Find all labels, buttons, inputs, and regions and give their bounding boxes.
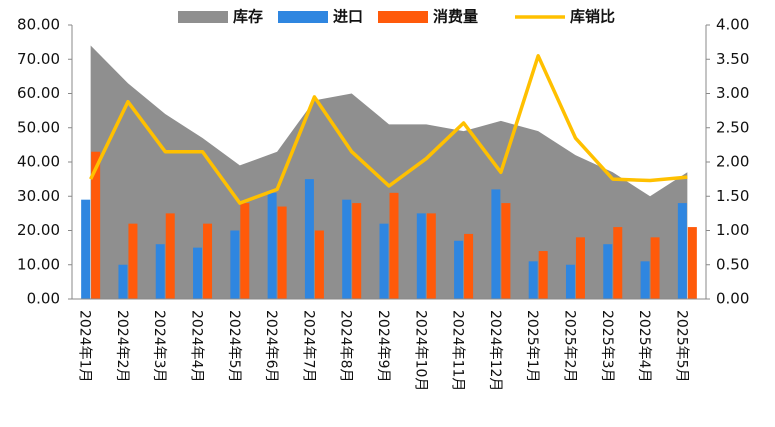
x-tick-label: 2024年6月 xyxy=(263,310,279,383)
bar xyxy=(91,151,101,299)
bar xyxy=(81,199,91,299)
bar xyxy=(193,247,203,299)
legend-swatch xyxy=(378,11,428,23)
x-tick-label: 2024年5月 xyxy=(226,310,242,383)
bar xyxy=(165,213,175,299)
bar xyxy=(389,192,399,299)
bar xyxy=(454,240,464,299)
area xyxy=(90,45,688,299)
bar xyxy=(379,223,389,299)
bar xyxy=(501,203,511,299)
y2-tick-label: 3.50 xyxy=(716,50,749,68)
bar xyxy=(118,264,128,299)
bar xyxy=(240,203,250,299)
bar xyxy=(603,244,613,299)
legend-label: 库存 xyxy=(233,8,263,26)
bar xyxy=(352,203,362,299)
legend-label: 库销比 xyxy=(570,8,615,26)
y2-tick-label: 0.00 xyxy=(716,290,749,308)
x-tick-label: 2025年5月 xyxy=(673,310,689,383)
bar xyxy=(426,213,436,299)
y-tick-label: 50.00 xyxy=(17,118,60,136)
y-tick-label: 0.00 xyxy=(27,290,60,308)
legend-label: 消费量 xyxy=(433,8,478,26)
x-tick-label: 2025年3月 xyxy=(599,310,615,383)
bar xyxy=(128,223,138,299)
y-tick-label: 30.00 xyxy=(17,187,60,205)
bar xyxy=(416,213,426,299)
y2-tick-label: 0.50 xyxy=(716,255,749,273)
bar xyxy=(277,206,287,299)
x-tick-label: 2024年11月 xyxy=(450,310,466,391)
x-tick-label: 2024年8月 xyxy=(338,310,354,383)
bar xyxy=(640,261,650,299)
bar xyxy=(538,251,548,299)
bar xyxy=(155,244,165,299)
y2-tick-label: 1.50 xyxy=(716,187,749,205)
y-tick-label: 10.00 xyxy=(17,255,60,273)
x-tick-label: 2024年7月 xyxy=(300,310,316,383)
y-tick-label: 20.00 xyxy=(17,221,60,239)
x-tick-label: 2024年10月 xyxy=(412,310,428,391)
x-tick-label: 2024年2月 xyxy=(114,310,130,383)
line xyxy=(89,54,688,205)
y2-tick-label: 1.00 xyxy=(716,221,749,239)
bar xyxy=(650,237,660,299)
bar xyxy=(304,179,314,299)
bar xyxy=(342,199,352,299)
bar xyxy=(613,227,623,299)
y2-tick-label: 2.00 xyxy=(716,153,749,171)
bar xyxy=(528,261,538,299)
bar xyxy=(491,189,501,299)
bar xyxy=(267,192,277,299)
x-tick-label: 2024年3月 xyxy=(151,310,167,383)
bar xyxy=(230,230,240,299)
y-tick-label: 70.00 xyxy=(17,50,60,68)
bar xyxy=(565,264,575,299)
y-tick-label: 40.00 xyxy=(17,153,60,171)
x-tick-label: 2024年12月 xyxy=(487,310,503,391)
x-tick-label: 2025年2月 xyxy=(561,310,577,383)
bar xyxy=(687,227,697,299)
y-tick-label: 80.00 xyxy=(17,16,60,34)
legend-swatch xyxy=(178,11,228,23)
bar xyxy=(203,223,213,299)
legend-label: 进口 xyxy=(333,8,363,26)
x-tick-label: 2024年1月 xyxy=(77,310,93,383)
bar xyxy=(575,237,585,299)
bar xyxy=(677,203,687,299)
y2-tick-label: 3.00 xyxy=(716,84,749,102)
bar xyxy=(314,230,324,299)
x-tick-label: 2024年4月 xyxy=(189,310,205,383)
y2-tick-label: 4.00 xyxy=(716,16,749,34)
x-tick-label: 2024年9月 xyxy=(375,310,391,383)
bar xyxy=(464,233,474,299)
x-tick-label: 2025年4月 xyxy=(636,310,652,383)
y-tick-label: 60.00 xyxy=(17,84,60,102)
y2-tick-label: 2.50 xyxy=(716,118,749,136)
legend-swatch xyxy=(278,11,328,23)
x-tick-label: 2025年1月 xyxy=(524,310,540,383)
